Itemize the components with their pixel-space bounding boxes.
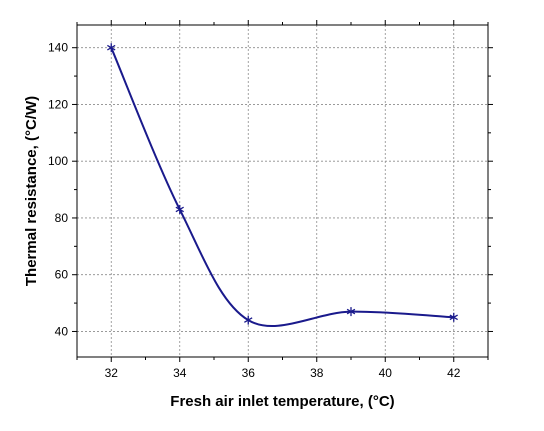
x-tick-label: 36 <box>242 366 256 380</box>
x-tick-label: 38 <box>310 366 324 380</box>
y-tick-label: 120 <box>48 97 68 111</box>
marker-stroke <box>107 44 116 51</box>
x-axis-title: Fresh air inlet temperature, (°C) <box>170 393 394 410</box>
data-point-marker <box>175 204 184 214</box>
y-tick-label: 60 <box>55 268 69 282</box>
tick-labels: 32 34 36 38 40 42 40 60 80 100 120 140 <box>48 41 461 380</box>
data-point-marker <box>244 315 253 325</box>
marker-stroke <box>244 317 253 323</box>
data-point-marker <box>107 43 116 53</box>
y-tick-label: 100 <box>48 154 68 168</box>
x-tick-label: 34 <box>173 366 187 380</box>
data-markers <box>107 43 458 325</box>
series-line <box>110 47 454 328</box>
y-tick-label: 40 <box>55 324 69 338</box>
x-tick-label: 40 <box>379 366 393 380</box>
x-tick-label: 32 <box>105 366 119 380</box>
marker-stroke <box>175 206 184 213</box>
y-tick-label: 140 <box>48 41 68 55</box>
marker-stroke <box>346 308 356 315</box>
plot-frame <box>76 24 489 358</box>
data-point-marker <box>449 312 458 322</box>
x-tick-label: 42 <box>447 366 461 380</box>
y-tick-label: 80 <box>55 211 69 225</box>
axis-ticks <box>72 20 493 362</box>
data-point-marker <box>346 307 356 317</box>
grid <box>77 25 488 357</box>
y-axis-title: Thermal resistance, (°C/W) <box>23 96 40 286</box>
marker-stroke <box>449 314 458 321</box>
